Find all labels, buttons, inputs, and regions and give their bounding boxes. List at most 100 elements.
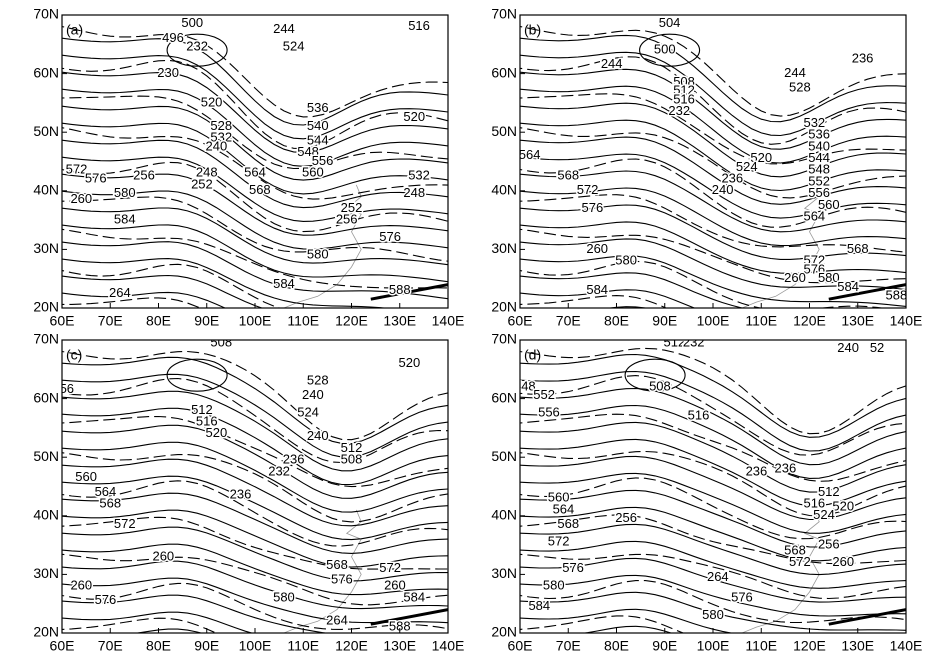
contour-label: 256 — [615, 510, 637, 525]
height-contour — [62, 390, 448, 472]
height-contour — [520, 136, 906, 205]
temperature-contour — [520, 477, 906, 540]
temperature-contour — [62, 127, 448, 200]
contour-label: 572 — [789, 554, 811, 569]
height-contour — [520, 119, 906, 192]
height-contour — [520, 506, 906, 562]
contour-label: 236 — [746, 463, 768, 478]
contour-label: 580 — [615, 253, 637, 268]
contour-label: 544 — [808, 150, 830, 165]
height-contour — [520, 153, 906, 219]
lon-tick-label: 90E — [652, 313, 677, 329]
contour-label: 240 — [712, 182, 734, 197]
lon-tick-label: 110E — [745, 638, 777, 654]
lat-tick-label: 50N — [491, 448, 517, 464]
lon-tick-label: 100E — [239, 638, 272, 654]
contour-label: 584 — [528, 598, 550, 613]
contour-label: 564 — [95, 484, 117, 499]
temperature-contour — [520, 413, 906, 482]
height-contour — [520, 438, 906, 507]
contour-label: 564 — [803, 209, 825, 224]
lon-tick-label: 80E — [604, 313, 629, 329]
height-contour — [520, 289, 696, 308]
lat-tick-label: 60N — [33, 64, 59, 80]
height-contour — [62, 492, 448, 554]
contour-label: 232 — [268, 463, 290, 478]
contour-label: 520 — [206, 425, 228, 440]
contour-label: 576 — [582, 200, 604, 215]
height-contour — [62, 139, 448, 209]
contour-label: 232 — [668, 103, 690, 118]
contour-label: 516 — [673, 91, 695, 106]
contour-label: 572 — [548, 534, 570, 549]
contour-label: 520 — [750, 150, 772, 165]
lon-tick-label: 100E — [697, 313, 730, 329]
contour-label: 584 — [586, 282, 608, 297]
lon-tick-label: 70E — [98, 638, 123, 654]
height-contour — [520, 85, 906, 164]
contour-label: 512 — [818, 484, 840, 499]
height-contour — [62, 458, 448, 527]
panel-label: (b) — [524, 22, 541, 38]
height-contour — [62, 356, 448, 444]
contour-label: 260 — [70, 578, 92, 593]
lon-tick-label: 130E — [383, 313, 416, 329]
contour-label: 524 — [283, 39, 305, 54]
lat-tick-label: 70N — [491, 331, 517, 347]
height-contour — [520, 204, 906, 260]
height-contour — [520, 272, 745, 308]
lat-tick-label: 70N — [491, 6, 517, 22]
lon-tick-label: 90E — [194, 313, 219, 329]
contour-label: 236 — [283, 452, 305, 467]
lat-tick-label: 40N — [33, 507, 59, 523]
contour-label: 576 — [731, 589, 753, 604]
lat-tick-label: 30N — [491, 565, 517, 581]
contour-label: 532 — [408, 168, 430, 183]
lon-tick-label: 80E — [146, 313, 171, 329]
temperature-contour — [520, 553, 906, 600]
lat-tick-label: 40N — [491, 182, 517, 198]
temperature-contour — [62, 516, 448, 570]
lat-tick-label: 50N — [33, 448, 59, 464]
contour-label: 520 — [399, 355, 421, 370]
contour-label: 588 — [389, 282, 411, 297]
height-contour — [520, 472, 906, 534]
contour-label: 264 — [326, 613, 348, 628]
contour-label: 532 — [210, 129, 232, 144]
lat-tick-label: 20N — [491, 624, 517, 640]
height-contour — [62, 258, 391, 308]
height-contour — [520, 353, 906, 438]
contour-label: 500 — [654, 42, 676, 57]
lon-tick-label: 80E — [604, 638, 629, 654]
contour-label: 504 — [659, 15, 681, 30]
temperature-contour — [62, 452, 448, 523]
contour-label: 580 — [818, 270, 840, 285]
temperature-contour — [520, 56, 906, 145]
contour-label: 264 — [109, 285, 131, 300]
contour-label: 556 — [808, 185, 830, 200]
contour-label: 560 — [548, 490, 570, 505]
contour-label: 556 — [538, 405, 560, 420]
contour-label: 564 — [553, 501, 575, 516]
lat-tick-label: 40N — [491, 507, 517, 523]
contour-label: 240 — [837, 340, 859, 355]
contour-label: 260 — [832, 554, 854, 569]
height-contour — [520, 540, 906, 589]
contour-label: 572 — [577, 182, 599, 197]
coastline — [283, 509, 362, 633]
contour-label: 236 — [721, 171, 743, 186]
contour-label: 252 — [191, 176, 213, 191]
contour-label: 236 — [230, 487, 252, 502]
contour-label: 248 — [403, 185, 425, 200]
contour-label: 580 — [273, 589, 295, 604]
temperature-contour — [520, 260, 886, 308]
heavy-contour — [370, 283, 448, 301]
temperature-contour — [62, 161, 448, 233]
temperature-contour — [62, 415, 448, 488]
lon-tick-label: 120E — [335, 313, 368, 329]
contour-label: 524 — [736, 159, 758, 174]
lat-tick-label: 20N — [491, 299, 517, 315]
contour-label: 520 — [201, 94, 223, 109]
lat-tick-label: 50N — [33, 123, 59, 139]
